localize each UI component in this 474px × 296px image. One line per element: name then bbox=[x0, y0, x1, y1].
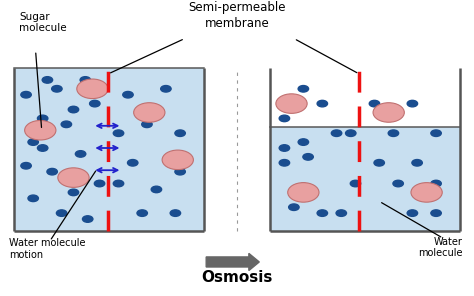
Circle shape bbox=[113, 180, 124, 187]
Circle shape bbox=[68, 189, 79, 196]
Circle shape bbox=[412, 160, 422, 166]
Circle shape bbox=[151, 186, 162, 193]
FancyArrow shape bbox=[206, 253, 259, 271]
Circle shape bbox=[279, 115, 290, 122]
Circle shape bbox=[134, 103, 165, 122]
Circle shape bbox=[162, 150, 193, 170]
Circle shape bbox=[298, 86, 309, 92]
Circle shape bbox=[431, 180, 441, 187]
Text: Water
molecule: Water molecule bbox=[418, 237, 462, 258]
Circle shape bbox=[77, 79, 108, 99]
Circle shape bbox=[21, 91, 31, 98]
Circle shape bbox=[411, 183, 442, 202]
Circle shape bbox=[317, 100, 328, 107]
Text: Water molecule
motion: Water molecule motion bbox=[9, 238, 86, 260]
Circle shape bbox=[28, 195, 38, 202]
Circle shape bbox=[369, 100, 380, 107]
Circle shape bbox=[61, 121, 72, 128]
Circle shape bbox=[298, 183, 309, 190]
Circle shape bbox=[346, 130, 356, 136]
Circle shape bbox=[279, 160, 290, 166]
Circle shape bbox=[431, 210, 441, 216]
Circle shape bbox=[58, 168, 89, 187]
Circle shape bbox=[161, 86, 171, 92]
Circle shape bbox=[407, 210, 418, 216]
Circle shape bbox=[289, 204, 299, 210]
Circle shape bbox=[331, 130, 342, 136]
Circle shape bbox=[25, 120, 56, 140]
Text: Osmosis: Osmosis bbox=[201, 270, 273, 285]
Circle shape bbox=[75, 151, 86, 157]
Circle shape bbox=[128, 160, 138, 166]
Circle shape bbox=[374, 160, 384, 166]
Circle shape bbox=[336, 210, 346, 216]
Circle shape bbox=[303, 154, 313, 160]
Circle shape bbox=[56, 210, 67, 216]
Circle shape bbox=[37, 115, 48, 122]
Circle shape bbox=[47, 168, 57, 175]
Circle shape bbox=[28, 139, 38, 145]
Circle shape bbox=[388, 130, 399, 136]
Circle shape bbox=[298, 139, 309, 145]
Circle shape bbox=[82, 216, 93, 222]
Circle shape bbox=[123, 91, 133, 98]
Circle shape bbox=[94, 180, 105, 187]
Circle shape bbox=[175, 168, 185, 175]
Circle shape bbox=[175, 130, 185, 136]
Circle shape bbox=[288, 183, 319, 202]
Circle shape bbox=[350, 180, 361, 187]
Circle shape bbox=[80, 77, 91, 83]
Circle shape bbox=[37, 145, 48, 151]
Circle shape bbox=[90, 100, 100, 107]
Circle shape bbox=[113, 130, 124, 136]
Text: Sugar
molecule: Sugar molecule bbox=[19, 12, 66, 33]
Circle shape bbox=[276, 94, 307, 113]
Circle shape bbox=[42, 77, 53, 83]
Bar bbox=[14, 68, 204, 231]
Circle shape bbox=[393, 180, 403, 187]
Circle shape bbox=[142, 121, 152, 128]
Circle shape bbox=[52, 86, 62, 92]
Circle shape bbox=[317, 210, 328, 216]
Circle shape bbox=[431, 130, 441, 136]
Circle shape bbox=[407, 100, 418, 107]
Circle shape bbox=[170, 210, 181, 216]
Circle shape bbox=[137, 210, 147, 216]
Circle shape bbox=[68, 106, 79, 113]
Circle shape bbox=[373, 103, 404, 122]
Circle shape bbox=[279, 145, 290, 151]
Circle shape bbox=[21, 163, 31, 169]
Bar bbox=[270, 127, 460, 231]
Text: Semi-permeable
membrane: Semi-permeable membrane bbox=[188, 1, 286, 30]
